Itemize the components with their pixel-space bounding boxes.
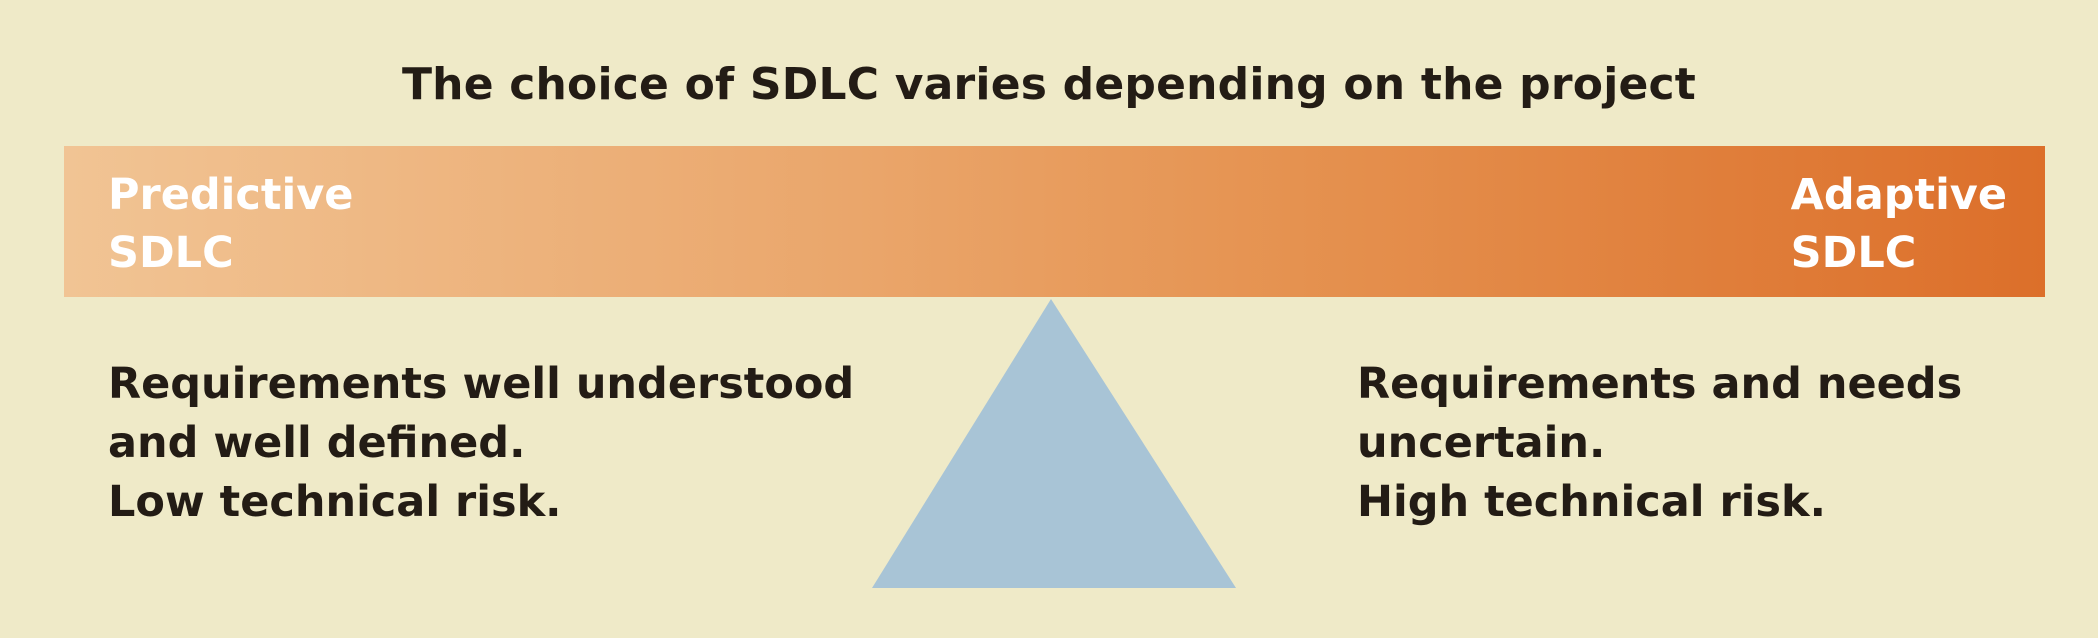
adaptive-label-line-1: Adaptive — [1790, 170, 2007, 220]
balance-beam: Predictive SDLC Adaptive SDLC — [64, 146, 2045, 297]
predictive-description: Requirements well understood and well de… — [108, 355, 854, 532]
adaptive-label-line-2: SDLC — [1790, 228, 1917, 278]
adaptive-description-line-1: Requirements and needs — [1357, 359, 1963, 409]
adaptive-description: Requirements and needs uncertain. High t… — [1357, 355, 1962, 532]
diagram-title: The choice of SDLC varies depending on t… — [401, 59, 1697, 110]
fulcrum-shape — [872, 299, 1236, 588]
predictive-label-line-1: Predictive — [108, 170, 354, 220]
adaptive-sdlc-label: Adaptive SDLC — [1791, 166, 2007, 282]
fulcrum-triangle-icon — [872, 299, 1236, 588]
predictive-description-line-1: Requirements well understood — [108, 359, 855, 409]
adaptive-description-line-3: High technical risk. — [1357, 477, 1826, 527]
predictive-sdlc-label: Predictive SDLC — [108, 166, 353, 282]
adaptive-description-line-2: uncertain. — [1357, 418, 1606, 468]
predictive-description-line-2: and well defined. — [108, 418, 526, 468]
predictive-description-line-3: Low technical risk. — [108, 477, 562, 527]
predictive-label-line-2: SDLC — [108, 228, 234, 278]
